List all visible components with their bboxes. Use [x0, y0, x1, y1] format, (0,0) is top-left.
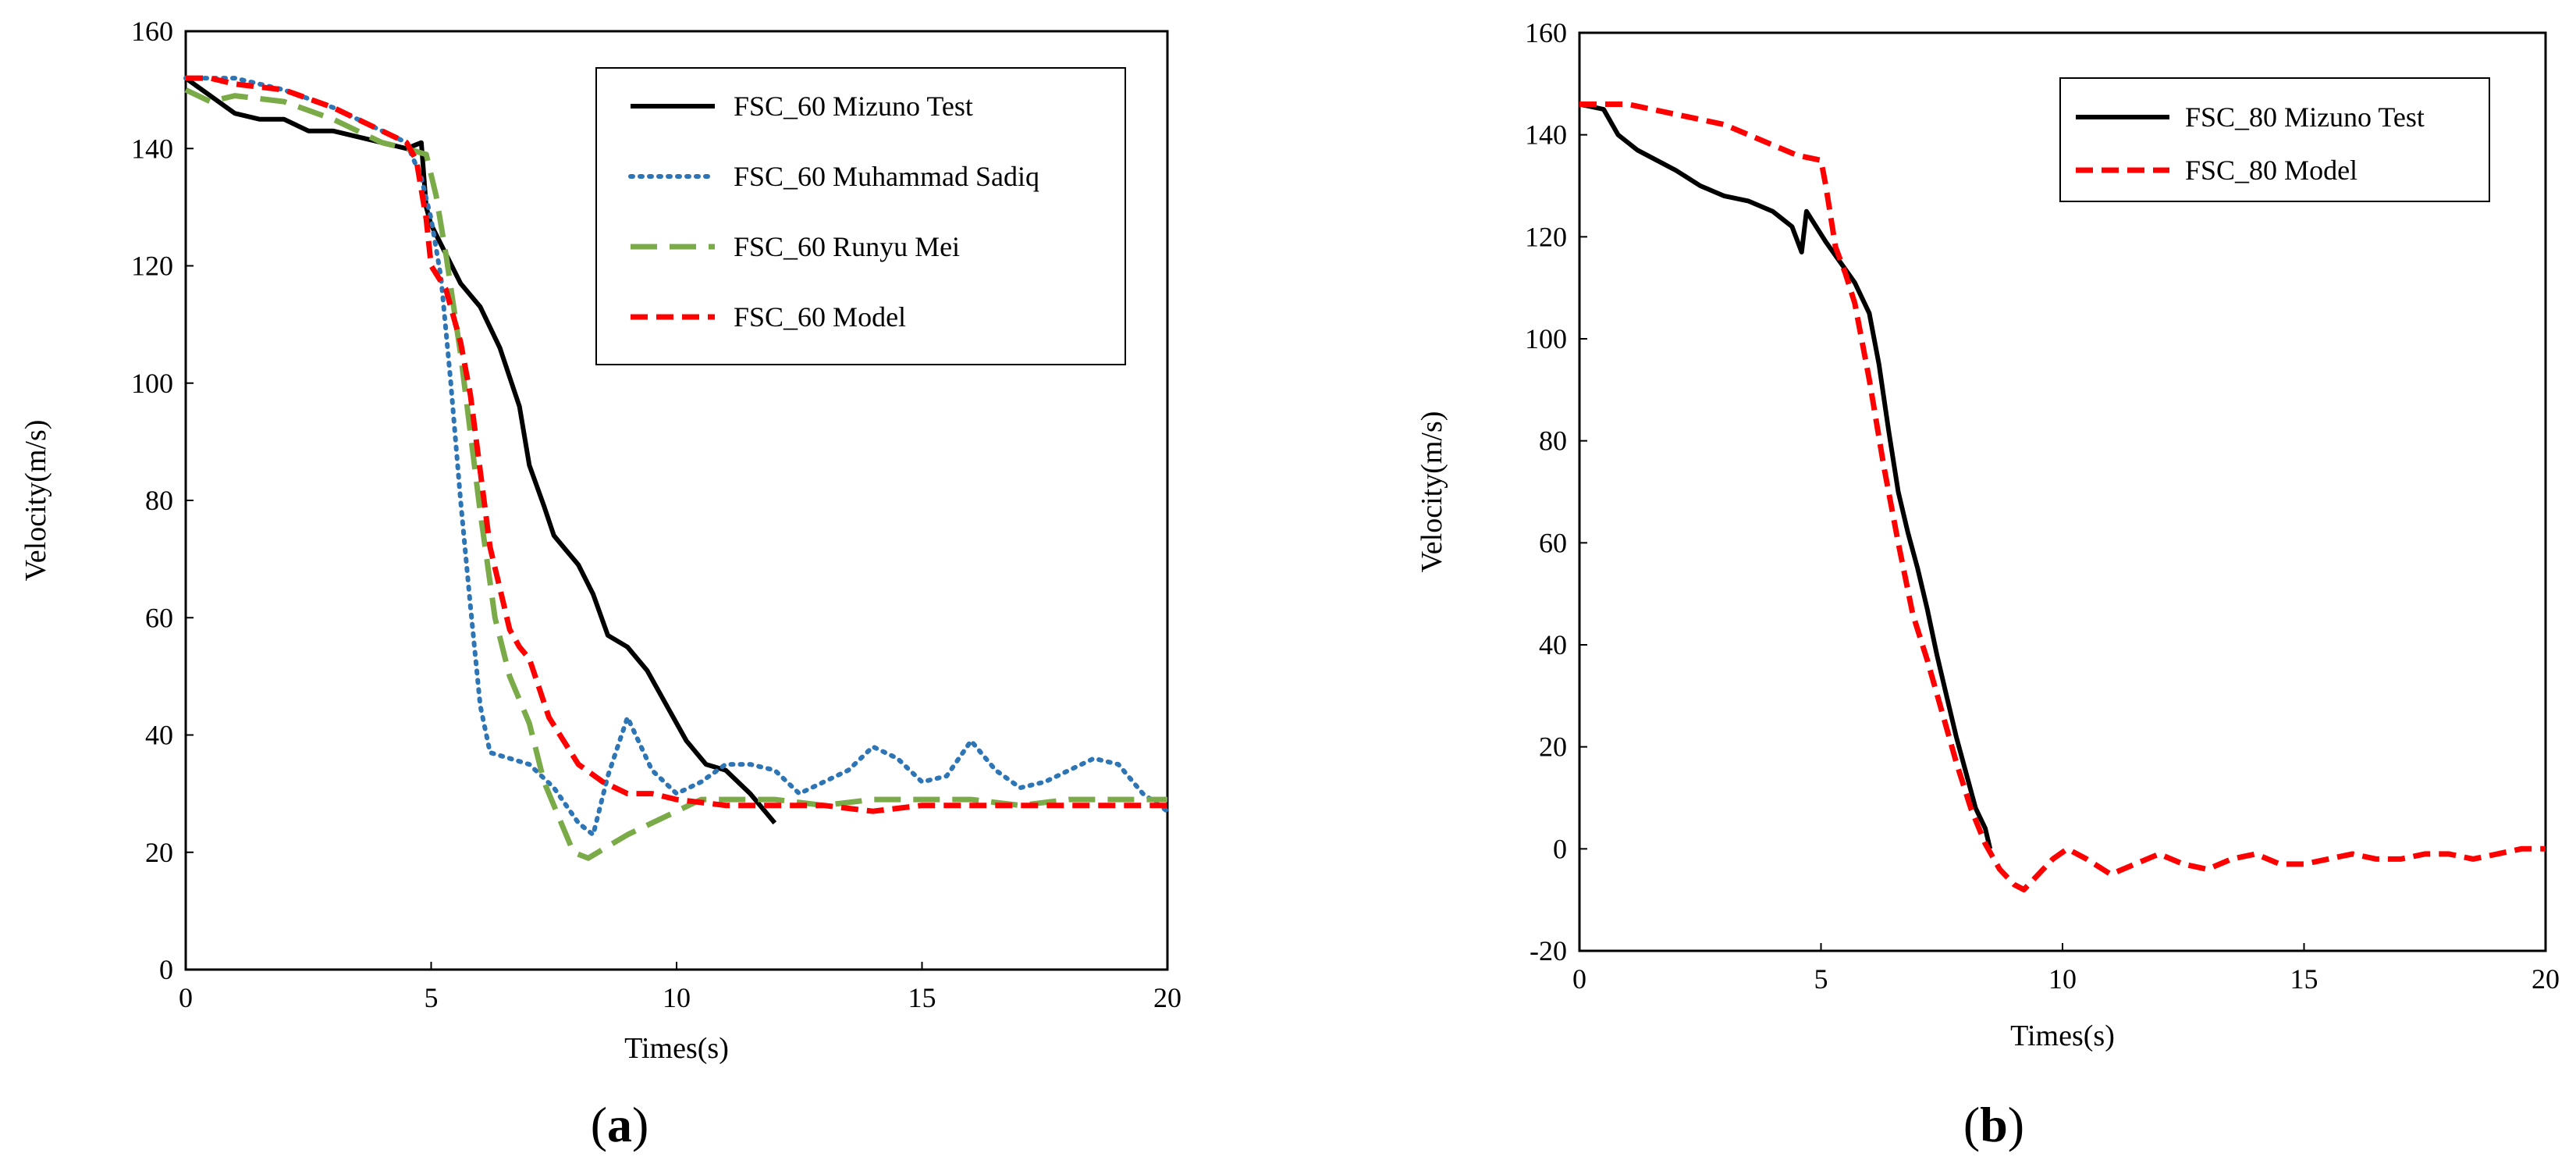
x-tick-label: 5	[425, 982, 439, 1013]
panel-letter-a: a	[607, 1097, 632, 1152]
series-line-b-1	[1579, 101, 2546, 893]
x-tick-label: 20	[1153, 982, 1181, 1013]
y-tick-label: 80	[1539, 425, 1567, 457]
y-axis-label-b: Velocity(m/s)	[1416, 411, 1448, 573]
y-tick-label: 100	[131, 368, 173, 399]
legend-b: FSC_80 Mizuno Test FSC_80 Model	[2059, 77, 2490, 202]
legend-label: FSC_60 Runyu Mei	[734, 231, 960, 262]
x-axis-label-a: Times(s)	[624, 1032, 729, 1065]
series-line-a-3	[186, 75, 1167, 814]
y-tick-label: 100	[1525, 323, 1567, 354]
y-tick-label: 120	[131, 251, 173, 282]
series-line-b-0	[1579, 101, 1993, 849]
y-tick-label: 60	[145, 602, 173, 633]
y-tick-label: 40	[145, 720, 173, 751]
y-tick-label: -20	[1530, 935, 1567, 966]
y-tick-label: 140	[1525, 119, 1567, 151]
y-tick-label: 140	[131, 133, 173, 164]
y-tick-label: 60	[1539, 527, 1567, 558]
panel-letter-b: b	[1980, 1097, 2008, 1152]
legend-label: FSC_60 Model	[734, 301, 906, 333]
legend-box-b	[2059, 77, 2490, 202]
y-tick-label: 20	[1539, 731, 1567, 763]
y-axis-label-a: Velocity(m/s)	[20, 420, 52, 582]
y-tick-label: 160	[1525, 17, 1567, 48]
legend-a: FSC_60 Mizuno Test FSC_60 Muhammad Sadiq F…	[595, 67, 1126, 365]
x-tick-label: 0	[179, 982, 193, 1013]
x-tick-label: 15	[908, 982, 936, 1013]
y-tick-label: 0	[1553, 833, 1567, 864]
y-tick-label: 80	[145, 485, 173, 516]
legend-label: FSC_60 Muhammad Sadiq	[734, 161, 1039, 192]
legend-label: FSC_60 Mizuno Test	[734, 91, 973, 122]
x-tick-label: 5	[1814, 963, 1828, 995]
x-tick-label: 10	[663, 982, 691, 1013]
x-axis-label-b: Times(s)	[2010, 1020, 2115, 1052]
y-tick-label: 20	[145, 837, 173, 868]
panel-caption-b: (b)	[1963, 1097, 2024, 1152]
y-tick-label: 40	[1539, 629, 1567, 660]
panel-caption-a: (a)	[591, 1097, 649, 1152]
y-tick-label: 120	[1525, 221, 1567, 252]
x-tick-label: 10	[2048, 963, 2077, 995]
y-tick-label: 0	[159, 954, 173, 985]
x-tick-label: 15	[2290, 963, 2318, 995]
x-tick-label: 20	[2532, 963, 2560, 995]
panel-a: 0 20 40 60 80 100 120 140 160 0 5 10 15 20 Velocity(…	[20, 16, 1181, 1152]
legend-label: FSC_80 Mizuno Test	[2185, 101, 2425, 133]
series-line-a-2	[184, 87, 1167, 861]
x-tick-label: 0	[1572, 963, 1586, 995]
y-tick-label: 160	[131, 16, 173, 47]
series-line-a-0	[184, 76, 777, 825]
legend-label: FSC_80 Model	[2185, 155, 2357, 186]
